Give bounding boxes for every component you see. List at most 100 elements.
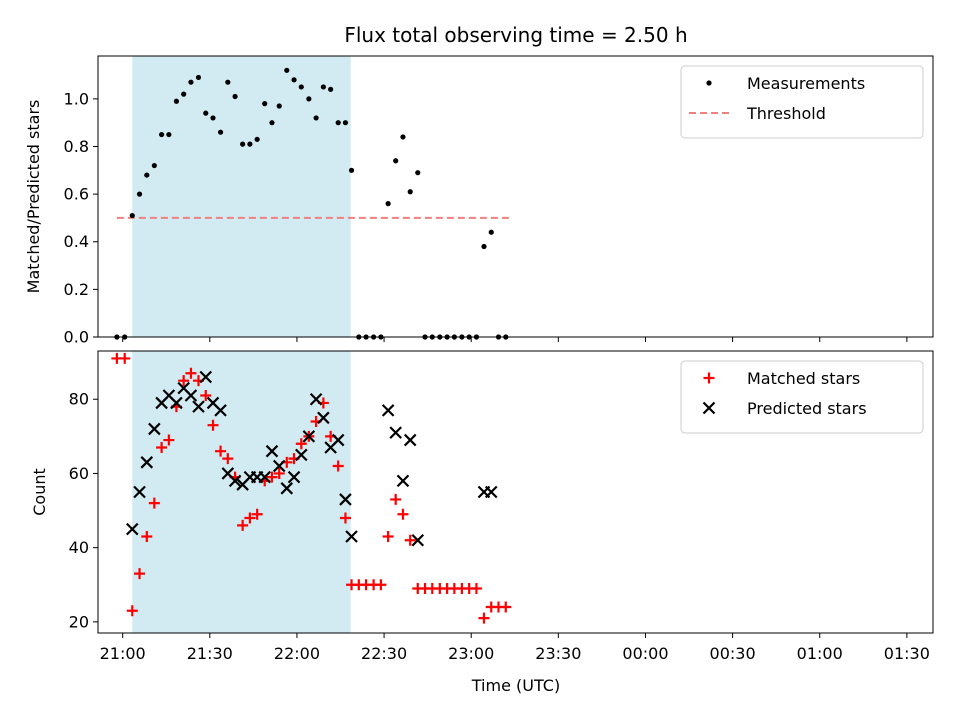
- matched-stars-point: [200, 390, 212, 402]
- top-panel: 0.0 0.2 0.4 0.6 0.8 1.0 Matched/Predicted star…: [24, 55, 934, 347]
- predicted-stars-point: [272, 459, 286, 473]
- predicted-stars-point: [228, 474, 242, 488]
- matched-stars-point: [397, 508, 409, 520]
- top-y-tick-label: 0.8: [64, 137, 89, 156]
- x-tick-label: 22:00: [274, 644, 320, 663]
- measurements-point: [393, 158, 399, 164]
- top-y-tick-label: 1.0: [64, 89, 89, 108]
- measurements-point: [488, 229, 494, 235]
- measurements-point: [129, 212, 135, 219]
- measurements-point: [291, 77, 297, 83]
- measurements-point: [262, 101, 268, 107]
- predicted-stars-point: [199, 370, 213, 384]
- measurements-point: [284, 67, 290, 73]
- measurements-point: [342, 120, 349, 126]
- matched-stars-point: [375, 579, 387, 591]
- measurements-point: [159, 131, 165, 138]
- matched-stars-point: [339, 512, 351, 524]
- bottom-y-tick-label: 40: [69, 538, 89, 557]
- matched-stars-point: [295, 438, 307, 450]
- matched-stars-point: [119, 352, 131, 364]
- top-legend-box: [680, 65, 924, 139]
- top-axes-frame: [97, 55, 934, 338]
- predicted-stars-point: [396, 474, 410, 488]
- matched-stars-point: [178, 375, 190, 387]
- bottom-y-tick-label: 80: [69, 390, 89, 409]
- measurements-point: [210, 115, 216, 121]
- measurements-point: [276, 103, 282, 109]
- chart-title: Flux total observing time = 2.50 h: [344, 23, 687, 47]
- predicted-stars-point: [214, 404, 227, 417]
- x-tick-label: 01:00: [797, 644, 843, 663]
- x-tick-label: 00:00: [622, 644, 668, 663]
- legend-label: Measurements: [747, 74, 865, 93]
- measurements-point: [298, 84, 304, 90]
- measurements-point: [247, 141, 253, 147]
- bottom-legend-box: [680, 360, 924, 434]
- predicted-stars-point: [403, 433, 417, 447]
- x-tick-label: 00:30: [710, 644, 756, 663]
- measurements-point: [400, 134, 406, 140]
- matched-stars-point: [185, 367, 197, 379]
- measurements-point: [181, 91, 187, 97]
- matched-stars-point: [163, 434, 175, 446]
- bottom-observing-span: [132, 351, 351, 633]
- measurements-point: [320, 84, 326, 90]
- x-tick-label: 22:30: [361, 644, 407, 663]
- top-y-tick-label: 0.2: [64, 280, 89, 299]
- x-axis-label: Time (UTC): [471, 676, 560, 695]
- measurements-point: [240, 141, 246, 147]
- measurements-point: [328, 86, 334, 92]
- matched-stars-point: [207, 419, 219, 431]
- predicted-stars-point: [265, 444, 279, 458]
- predicted-stars-point: [295, 448, 308, 462]
- bottom-y-tick-label: 20: [69, 612, 89, 631]
- measurements-point: [173, 98, 180, 104]
- predicted-stars-point: [389, 426, 402, 439]
- legend-label: Matched stars: [747, 369, 860, 388]
- legend-label: Predicted stars: [747, 399, 867, 418]
- x-tick-label: 21:30: [187, 644, 233, 663]
- predicted-stars-point: [148, 422, 161, 436]
- measurements-point: [313, 115, 319, 121]
- measurements-point: [385, 201, 391, 207]
- measurements-point: [335, 120, 341, 126]
- legend-label: Threshold: [746, 104, 826, 123]
- top-y-tick-label: 0.4: [64, 232, 89, 251]
- predicted-stars-point: [140, 456, 154, 469]
- x-tick-label: 21:00: [100, 644, 146, 663]
- predicted-stars-point: [184, 389, 198, 402]
- measurements-point: [407, 189, 413, 195]
- x-tick-label: 23:30: [535, 644, 581, 663]
- bottom-y-tick-label: 60: [69, 464, 89, 483]
- matched-stars-point: [478, 612, 490, 624]
- measurements-point: [188, 79, 194, 85]
- matched-stars-point: [332, 460, 344, 472]
- predicted-stars-point: [484, 485, 498, 499]
- measurements-point: [254, 136, 260, 142]
- measurements-point: [166, 131, 172, 138]
- measurements-point: [306, 96, 312, 102]
- matched-stars-point: [266, 471, 278, 483]
- measurements-point: [225, 79, 231, 85]
- x-tick-label: 23:00: [448, 644, 494, 663]
- matched-stars-point: [141, 531, 153, 543]
- predicted-stars-point: [302, 430, 316, 443]
- measurements-point: [195, 74, 202, 81]
- matched-stars-point: [382, 531, 394, 543]
- measurements-point: [481, 243, 487, 250]
- predicted-stars-point: [170, 396, 183, 410]
- matched-stars-point: [148, 497, 160, 509]
- matched-stars-point: [500, 601, 512, 613]
- matched-stars-point: [273, 467, 285, 479]
- predicted-stars-point: [287, 470, 301, 484]
- legend-measurements-swatch: [706, 80, 712, 86]
- predicted-stars-point: [345, 530, 358, 543]
- matched-stars-point: [222, 453, 234, 465]
- predicted-stars-point: [133, 485, 146, 499]
- measurements-point: [269, 120, 275, 126]
- matched-stars-point: [470, 582, 482, 594]
- predicted-stars-point: [331, 433, 345, 447]
- legend-predicted-stars-swatch: [702, 401, 716, 415]
